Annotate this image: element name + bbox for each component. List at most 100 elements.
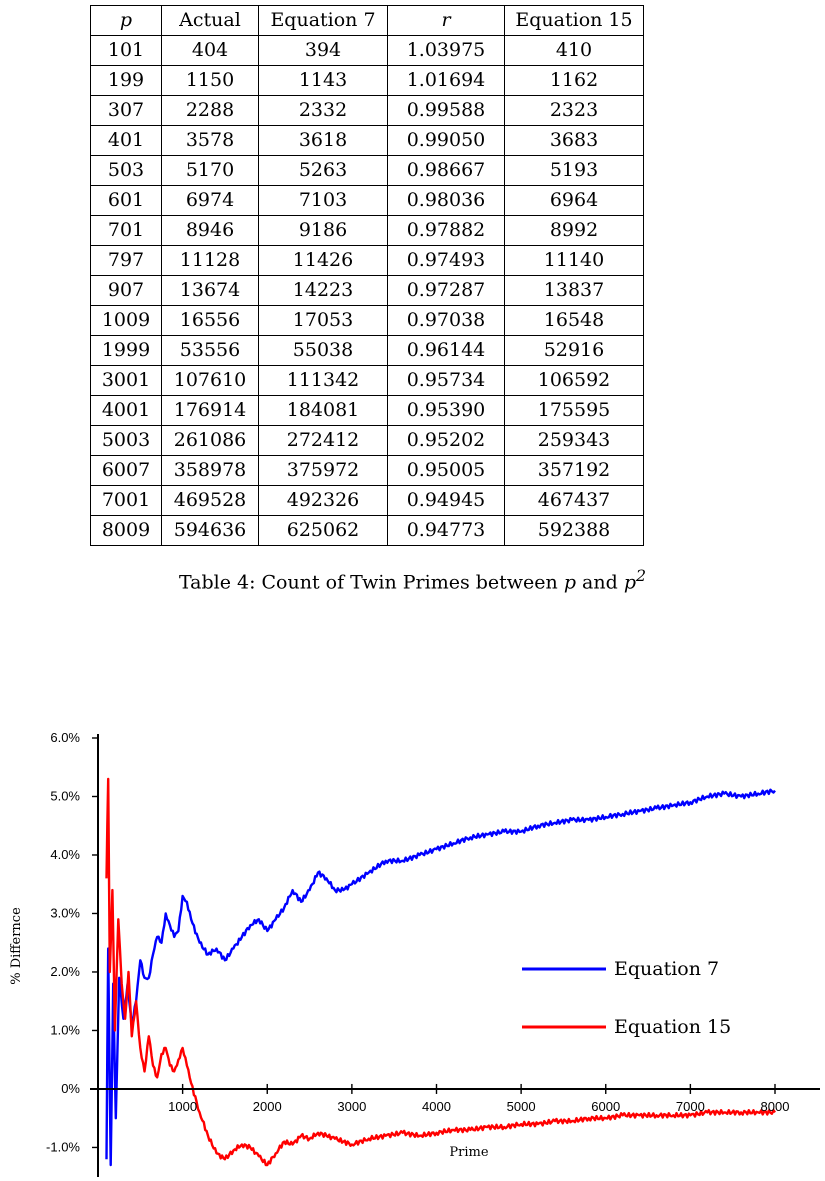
- cell-p: 601: [90, 185, 162, 216]
- y-tick-label: 6.0%: [50, 730, 80, 745]
- table-row: 8009 594636 625062 0.94773 592388: [90, 515, 644, 546]
- cell-equation-7: 375972: [258, 455, 388, 486]
- legend-label-equation-7: Equation 7: [614, 958, 719, 980]
- y-tick-label: 0%: [61, 1081, 80, 1096]
- cell-equation-7: 492326: [258, 485, 388, 516]
- caption-exponent: 2: [635, 566, 647, 585]
- cell-p: 401: [90, 125, 162, 156]
- cell-p: 1999: [90, 335, 162, 366]
- cell-equation-7: 9186: [258, 215, 388, 246]
- cell-r: 1.01694: [387, 65, 505, 96]
- cell-r: 0.98667: [387, 155, 505, 186]
- percent-difference-chart: -1.0% 0% 1.0% 2.0% 3.0% 4.0% 5.0% 6.0% 1000 2000 3…: [9, 730, 820, 1177]
- cell-actual: 11128: [161, 245, 259, 276]
- cell-equation-7: 5263: [258, 155, 388, 186]
- cell-r: 0.94773: [387, 515, 505, 546]
- table-row: 601 6974 7103 0.98036 6964: [90, 185, 644, 216]
- table-row: 7001 469528 492326 0.94945 467437: [90, 485, 644, 516]
- cell-equation-15: 3683: [504, 125, 644, 156]
- cell-equation-7: 111342: [258, 365, 388, 396]
- cell-r: 1.03975: [387, 35, 505, 66]
- x-tick-label: 6000: [591, 1099, 620, 1114]
- cell-r: 0.97287: [387, 275, 505, 306]
- cell-equation-15: 5193: [504, 155, 644, 186]
- legend-label-equation-15: Equation 15: [614, 1016, 731, 1038]
- cell-actual: 3578: [161, 125, 259, 156]
- cell-equation-15: 8992: [504, 215, 644, 246]
- header-p: p: [90, 5, 162, 36]
- y-axis-label: % Differnce: [9, 907, 24, 985]
- y-tick-label: 1.0%: [50, 1022, 80, 1037]
- cell-actual: 469528: [161, 485, 259, 516]
- caption-var-p: p: [563, 571, 576, 594]
- cell-actual: 6974: [161, 185, 259, 216]
- x-tick-label: 2000: [253, 1099, 282, 1114]
- cell-r: 0.95734: [387, 365, 505, 396]
- table-row: 4001 176914 184081 0.95390 175595: [90, 395, 644, 426]
- table-row: 401 3578 3618 0.99050 3683: [90, 125, 644, 156]
- x-tick-label: 3000: [337, 1099, 366, 1114]
- cell-r: 0.98036: [387, 185, 505, 216]
- cell-p: 101: [90, 35, 162, 66]
- series-line-equation-15: [105, 777, 776, 1167]
- cell-r: 0.97882: [387, 215, 505, 246]
- cell-r: 0.97038: [387, 305, 505, 336]
- cell-actual: 8946: [161, 215, 259, 246]
- cell-equation-7: 7103: [258, 185, 388, 216]
- cell-r: 0.99050: [387, 125, 505, 156]
- header-equation-15: Equation 15: [504, 5, 644, 36]
- x-tick-label: 4000: [422, 1099, 451, 1114]
- cell-equation-7: 394: [258, 35, 388, 66]
- cell-equation-15: 410: [504, 35, 644, 66]
- table-row: 3001 107610 111342 0.95734 106592: [90, 365, 644, 396]
- cell-actual: 1150: [161, 65, 259, 96]
- table-caption: Table 4: Count of Twin Primes between p …: [0, 566, 825, 593]
- cell-p: 307: [90, 95, 162, 126]
- twin-primes-table: p Actual Equation 7 r Equation 15 101 404…: [90, 5, 644, 546]
- y-tick-label: 3.0%: [50, 905, 80, 920]
- caption-prefix: Table 4: Count of Twin Primes between: [178, 571, 564, 594]
- cell-equation-7: 625062: [258, 515, 388, 546]
- cell-equation-15: 16548: [504, 305, 644, 336]
- y-tick-label: 4.0%: [50, 847, 80, 862]
- cell-p: 6007: [90, 455, 162, 486]
- cell-actual: 16556: [161, 305, 259, 336]
- cell-actual: 53556: [161, 335, 259, 366]
- x-axis-label: Prime: [449, 1145, 488, 1160]
- caption-var-p-squared: p: [623, 571, 636, 594]
- cell-actual: 594636: [161, 515, 259, 546]
- cell-p: 701: [90, 215, 162, 246]
- cell-p: 797: [90, 245, 162, 276]
- cell-p: 3001: [90, 365, 162, 396]
- cell-equation-15: 52916: [504, 335, 644, 366]
- cell-equation-15: 357192: [504, 455, 644, 486]
- table-row: 907 13674 14223 0.97287 13837: [90, 275, 644, 306]
- cell-equation-15: 592388: [504, 515, 644, 546]
- cell-equation-7: 184081: [258, 395, 388, 426]
- cell-actual: 107610: [161, 365, 259, 396]
- cell-p: 8009: [90, 515, 162, 546]
- cell-actual: 2288: [161, 95, 259, 126]
- table-row: 503 5170 5263 0.98667 5193: [90, 155, 644, 186]
- y-tick-label: -1.0%: [46, 1139, 80, 1154]
- table-row: 5003 261086 272412 0.95202 259343: [90, 425, 644, 456]
- cell-equation-15: 175595: [504, 395, 644, 426]
- cell-r: 0.95005: [387, 455, 505, 486]
- cell-p: 503: [90, 155, 162, 186]
- table-row: 307 2288 2332 0.99588 2323: [90, 95, 644, 126]
- table-body: 101 404 394 1.03975 410 199 1150 1143 1.01694 116…: [90, 35, 644, 546]
- cell-equation-7: 17053: [258, 305, 388, 336]
- x-tick-label: 1000: [168, 1099, 197, 1114]
- twin-primes-table-wrap: p Actual Equation 7 r Equation 15 101 404…: [90, 5, 644, 546]
- cell-equation-7: 272412: [258, 425, 388, 456]
- cell-equation-7: 55038: [258, 335, 388, 366]
- cell-equation-7: 11426: [258, 245, 388, 276]
- cell-p: 4001: [90, 395, 162, 426]
- table-row: 1009 16556 17053 0.97038 16548: [90, 305, 644, 336]
- y-tick-label: 5.0%: [50, 788, 80, 803]
- cell-actual: 5170: [161, 155, 259, 186]
- cell-equation-15: 2323: [504, 95, 644, 126]
- x-tick-label: 8000: [761, 1099, 790, 1114]
- cell-actual: 261086: [161, 425, 259, 456]
- cell-actual: 176914: [161, 395, 259, 426]
